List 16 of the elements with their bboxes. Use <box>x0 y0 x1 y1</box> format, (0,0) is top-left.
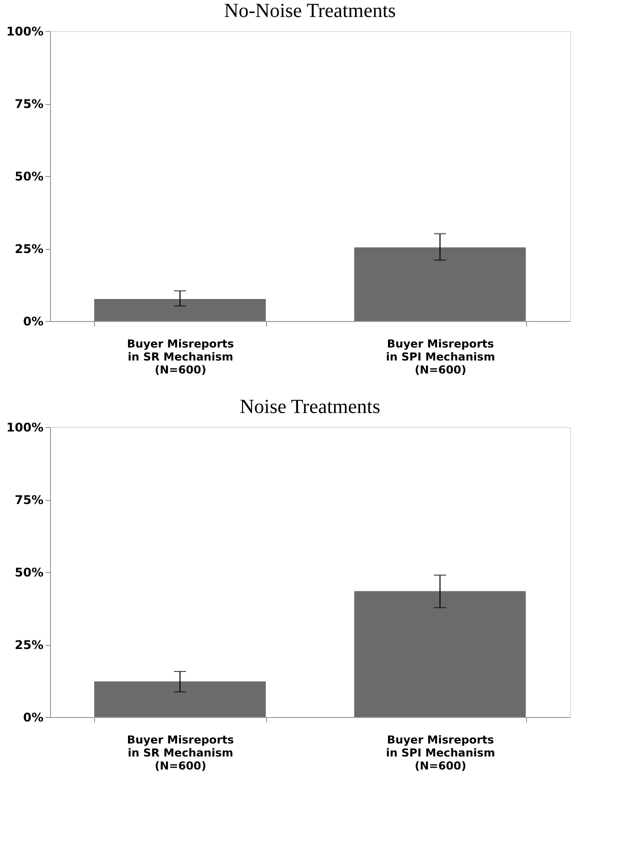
y-tick-label: 0% <box>23 314 44 328</box>
chart-title: No-Noise Treatments <box>224 0 396 22</box>
y-tick-label: 75% <box>14 493 44 507</box>
y-tick-label: 75% <box>14 97 44 111</box>
chart-title: Noise Treatments <box>240 396 380 418</box>
y-tick-label: 50% <box>14 566 44 580</box>
x-tick-label: Buyer Misreports in SPI Mechanism (N=600) <box>386 338 496 376</box>
x-tick-label: Buyer Misreports in SR Mechanism (N=600) <box>127 734 234 772</box>
y-tick-label: 25% <box>14 242 44 256</box>
y-tick-label: 50% <box>14 170 44 184</box>
y-tick-label: 100% <box>6 24 44 38</box>
x-tick-label: Buyer Misreports in SR Mechanism (N=600) <box>127 338 234 376</box>
y-tick-label: 25% <box>14 638 44 652</box>
x-tick-label: Buyer Misreports in SPI Mechanism (N=600) <box>386 734 496 772</box>
y-tick-label: 100% <box>6 420 44 434</box>
y-tick-label: 0% <box>23 710 44 724</box>
